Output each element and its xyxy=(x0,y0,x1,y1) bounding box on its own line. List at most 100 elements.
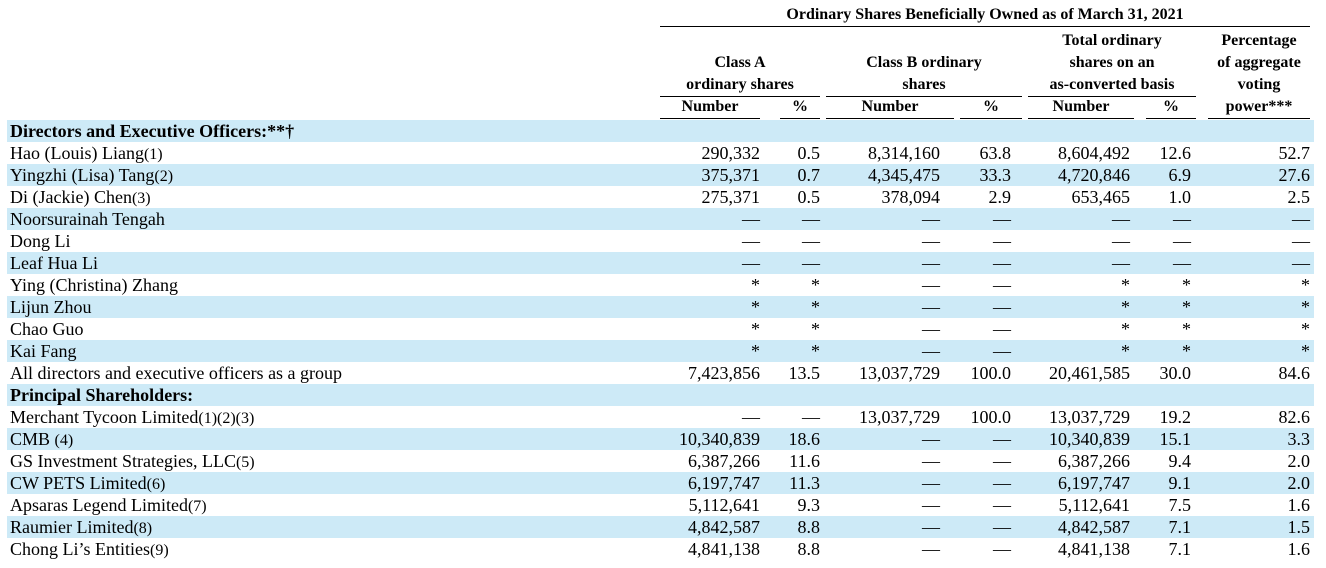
class-a-rule xyxy=(660,96,820,97)
row-label-text: CW PETS Limited xyxy=(10,473,147,493)
class-b-number-cell: — xyxy=(922,473,940,493)
class-a-percent-cell: 8.8 xyxy=(797,539,821,559)
total-percent-cell: 9.4 xyxy=(1168,451,1192,471)
row-shading xyxy=(7,120,1314,142)
class-a-header-line1: Class A xyxy=(714,54,766,71)
table-row: Chong Li’s Entities(9) 4,841,138 8.8 — — 4,84… xyxy=(0,538,1326,560)
row-label-text: Yingzhi (Lisa) Tang xyxy=(10,165,155,185)
row-label: CW PETS Limited(6) xyxy=(10,472,165,496)
class-b-percent-cell: — xyxy=(993,231,1011,251)
row-label: Merchant Tycoon Limited(1)(2)(3) xyxy=(10,406,254,430)
class-b-number-cell: 378,094 xyxy=(881,187,941,207)
row-label-text: All directors and executive officers as … xyxy=(10,363,343,383)
class-a-number-cell: 6,387,266 xyxy=(688,451,760,471)
row-label: Leaf Hua Li xyxy=(10,252,98,274)
class-a-number-cell: * xyxy=(751,319,760,339)
class-a-percent-cell: * xyxy=(811,297,820,317)
class-a-number-rule xyxy=(660,118,760,119)
footnote-reference: (2) xyxy=(154,168,174,185)
row-label: Chong Li’s Entities(9) xyxy=(10,538,169,562)
total-percent-cell: * xyxy=(1182,297,1191,317)
class-a-number-cell: 7,423,856 xyxy=(688,363,760,383)
class-a-number-cell: — xyxy=(742,209,760,229)
class-a-number-cell: 6,197,747 xyxy=(688,473,760,493)
class-a-percent-cell: 11.3 xyxy=(789,473,820,493)
class-b-number-cell: 13,037,729 xyxy=(859,363,940,383)
total-percent-cell: — xyxy=(1173,231,1191,251)
table-row: Merchant Tycoon Limited(1)(2)(3) — — 13,037… xyxy=(0,406,1326,428)
class-b-percent-cell: — xyxy=(993,451,1011,471)
voting-power-cell: * xyxy=(1301,275,1310,295)
table-row: Kai Fang * * — — * * * xyxy=(0,340,1326,362)
table-row: CMB (4) 10,340,839 18.6 — — 10,340,839 15.1 3.3 xyxy=(0,428,1326,450)
row-label-text: Dong Li xyxy=(10,231,71,251)
table-row: Yingzhi (Lisa) Tang(2) 375,371 0.7 4,345,47… xyxy=(0,164,1326,186)
total-header-line2: shares on an xyxy=(1069,54,1155,71)
total-percent-cell: * xyxy=(1182,275,1191,295)
table-row: All directors and executive officers as … xyxy=(0,362,1326,384)
row-label: CMB (4) xyxy=(10,428,73,452)
total-header: Total ordinary shares on an as-converted… xyxy=(1028,30,1196,96)
class-a-number-cell: 4,841,138 xyxy=(688,539,760,559)
class-b-number-cell: — xyxy=(922,253,940,273)
class-a-number-cell: 290,332 xyxy=(701,143,761,163)
row-shading xyxy=(7,340,1314,362)
total-percent-rule xyxy=(1146,118,1196,119)
voting-rule xyxy=(1208,118,1310,119)
class-a-percent-cell: 9.3 xyxy=(797,495,821,515)
class-a-percent-cell: — xyxy=(802,231,820,251)
table-row: CW PETS Limited(6) 6,197,747 11.3 — — 6,197,7… xyxy=(0,472,1326,494)
total-number-rule xyxy=(1028,118,1134,119)
voting-power-cell: 1.6 xyxy=(1287,539,1311,559)
total-rule xyxy=(1028,96,1196,97)
total-number-cell: 8,604,492 xyxy=(1058,143,1130,163)
total-percent-cell: — xyxy=(1173,209,1191,229)
table-row: Di (Jackie) Chen(3) 275,371 0.5 378,094 2.9 6… xyxy=(0,186,1326,208)
row-label: Dong Li xyxy=(10,230,71,252)
class-b-percent-cell: — xyxy=(993,517,1011,537)
row-label: Yingzhi (Lisa) Tang(2) xyxy=(10,164,173,188)
total-number-header: Number xyxy=(1052,98,1110,115)
total-percent-cell: 7.1 xyxy=(1168,539,1192,559)
class-b-number-cell: — xyxy=(922,297,940,317)
row-shading xyxy=(7,296,1314,318)
class-a-number-cell: 375,371 xyxy=(701,165,761,185)
voting-power-header: Percentage of aggregate voting power*** xyxy=(1204,30,1314,118)
row-label-text: GS Investment Strategies, LLC xyxy=(10,451,236,471)
total-percent-cell: 19.2 xyxy=(1159,407,1192,427)
voting-power-cell: * xyxy=(1301,341,1310,361)
class-a-percent-cell: * xyxy=(811,341,820,361)
row-label-text: Chong Li’s Entities xyxy=(10,539,151,559)
class-a-number-cell: 275,371 xyxy=(701,187,761,207)
class-b-percent-cell: — xyxy=(993,319,1011,339)
class-b-number-rule xyxy=(826,118,954,119)
table-row: Ying (Christina) Zhang * * — — * * * xyxy=(0,274,1326,296)
row-shading xyxy=(7,164,1314,186)
class-a-percent-cell: 8.8 xyxy=(797,517,821,537)
footnote-reference: (9) xyxy=(150,542,169,559)
total-number-cell: 4,720,846 xyxy=(1058,165,1130,185)
class-a-percent-header: % xyxy=(792,98,808,115)
title-rule xyxy=(660,26,1310,27)
row-shading xyxy=(7,252,1314,274)
table-row: Hao (Louis) Liang(1) 290,332 0.5 8,314,160 6… xyxy=(0,142,1326,164)
class-b-header-line2: shares xyxy=(902,76,946,93)
class-b-percent-cell: 100.0 xyxy=(970,363,1012,383)
voting-power-cell: 2.0 xyxy=(1287,451,1311,471)
total-number-cell: — xyxy=(1112,231,1130,251)
row-label-text: Chao Guo xyxy=(10,319,84,339)
row-label-text: Di (Jackie) Chen xyxy=(10,187,132,207)
row-label-text: Lijun Zhou xyxy=(10,297,92,317)
voting-power-cell: 2.5 xyxy=(1287,187,1311,207)
class-a-percent-cell: — xyxy=(802,253,820,273)
class-b-number-cell: — xyxy=(922,341,940,361)
footnote-reference: (5) xyxy=(235,454,255,471)
row-label-text: CMB xyxy=(10,429,55,449)
class-b-percent-cell: 33.3 xyxy=(979,165,1012,185)
voting-header-line4: power*** xyxy=(1225,98,1293,115)
class-b-number-cell: — xyxy=(922,275,940,295)
class-b-number-cell: 4,345,475 xyxy=(868,165,940,185)
class-a-percent-cell: — xyxy=(802,407,820,427)
total-percent-cell: 7.1 xyxy=(1168,517,1192,537)
voting-power-cell: 27.6 xyxy=(1278,165,1311,185)
